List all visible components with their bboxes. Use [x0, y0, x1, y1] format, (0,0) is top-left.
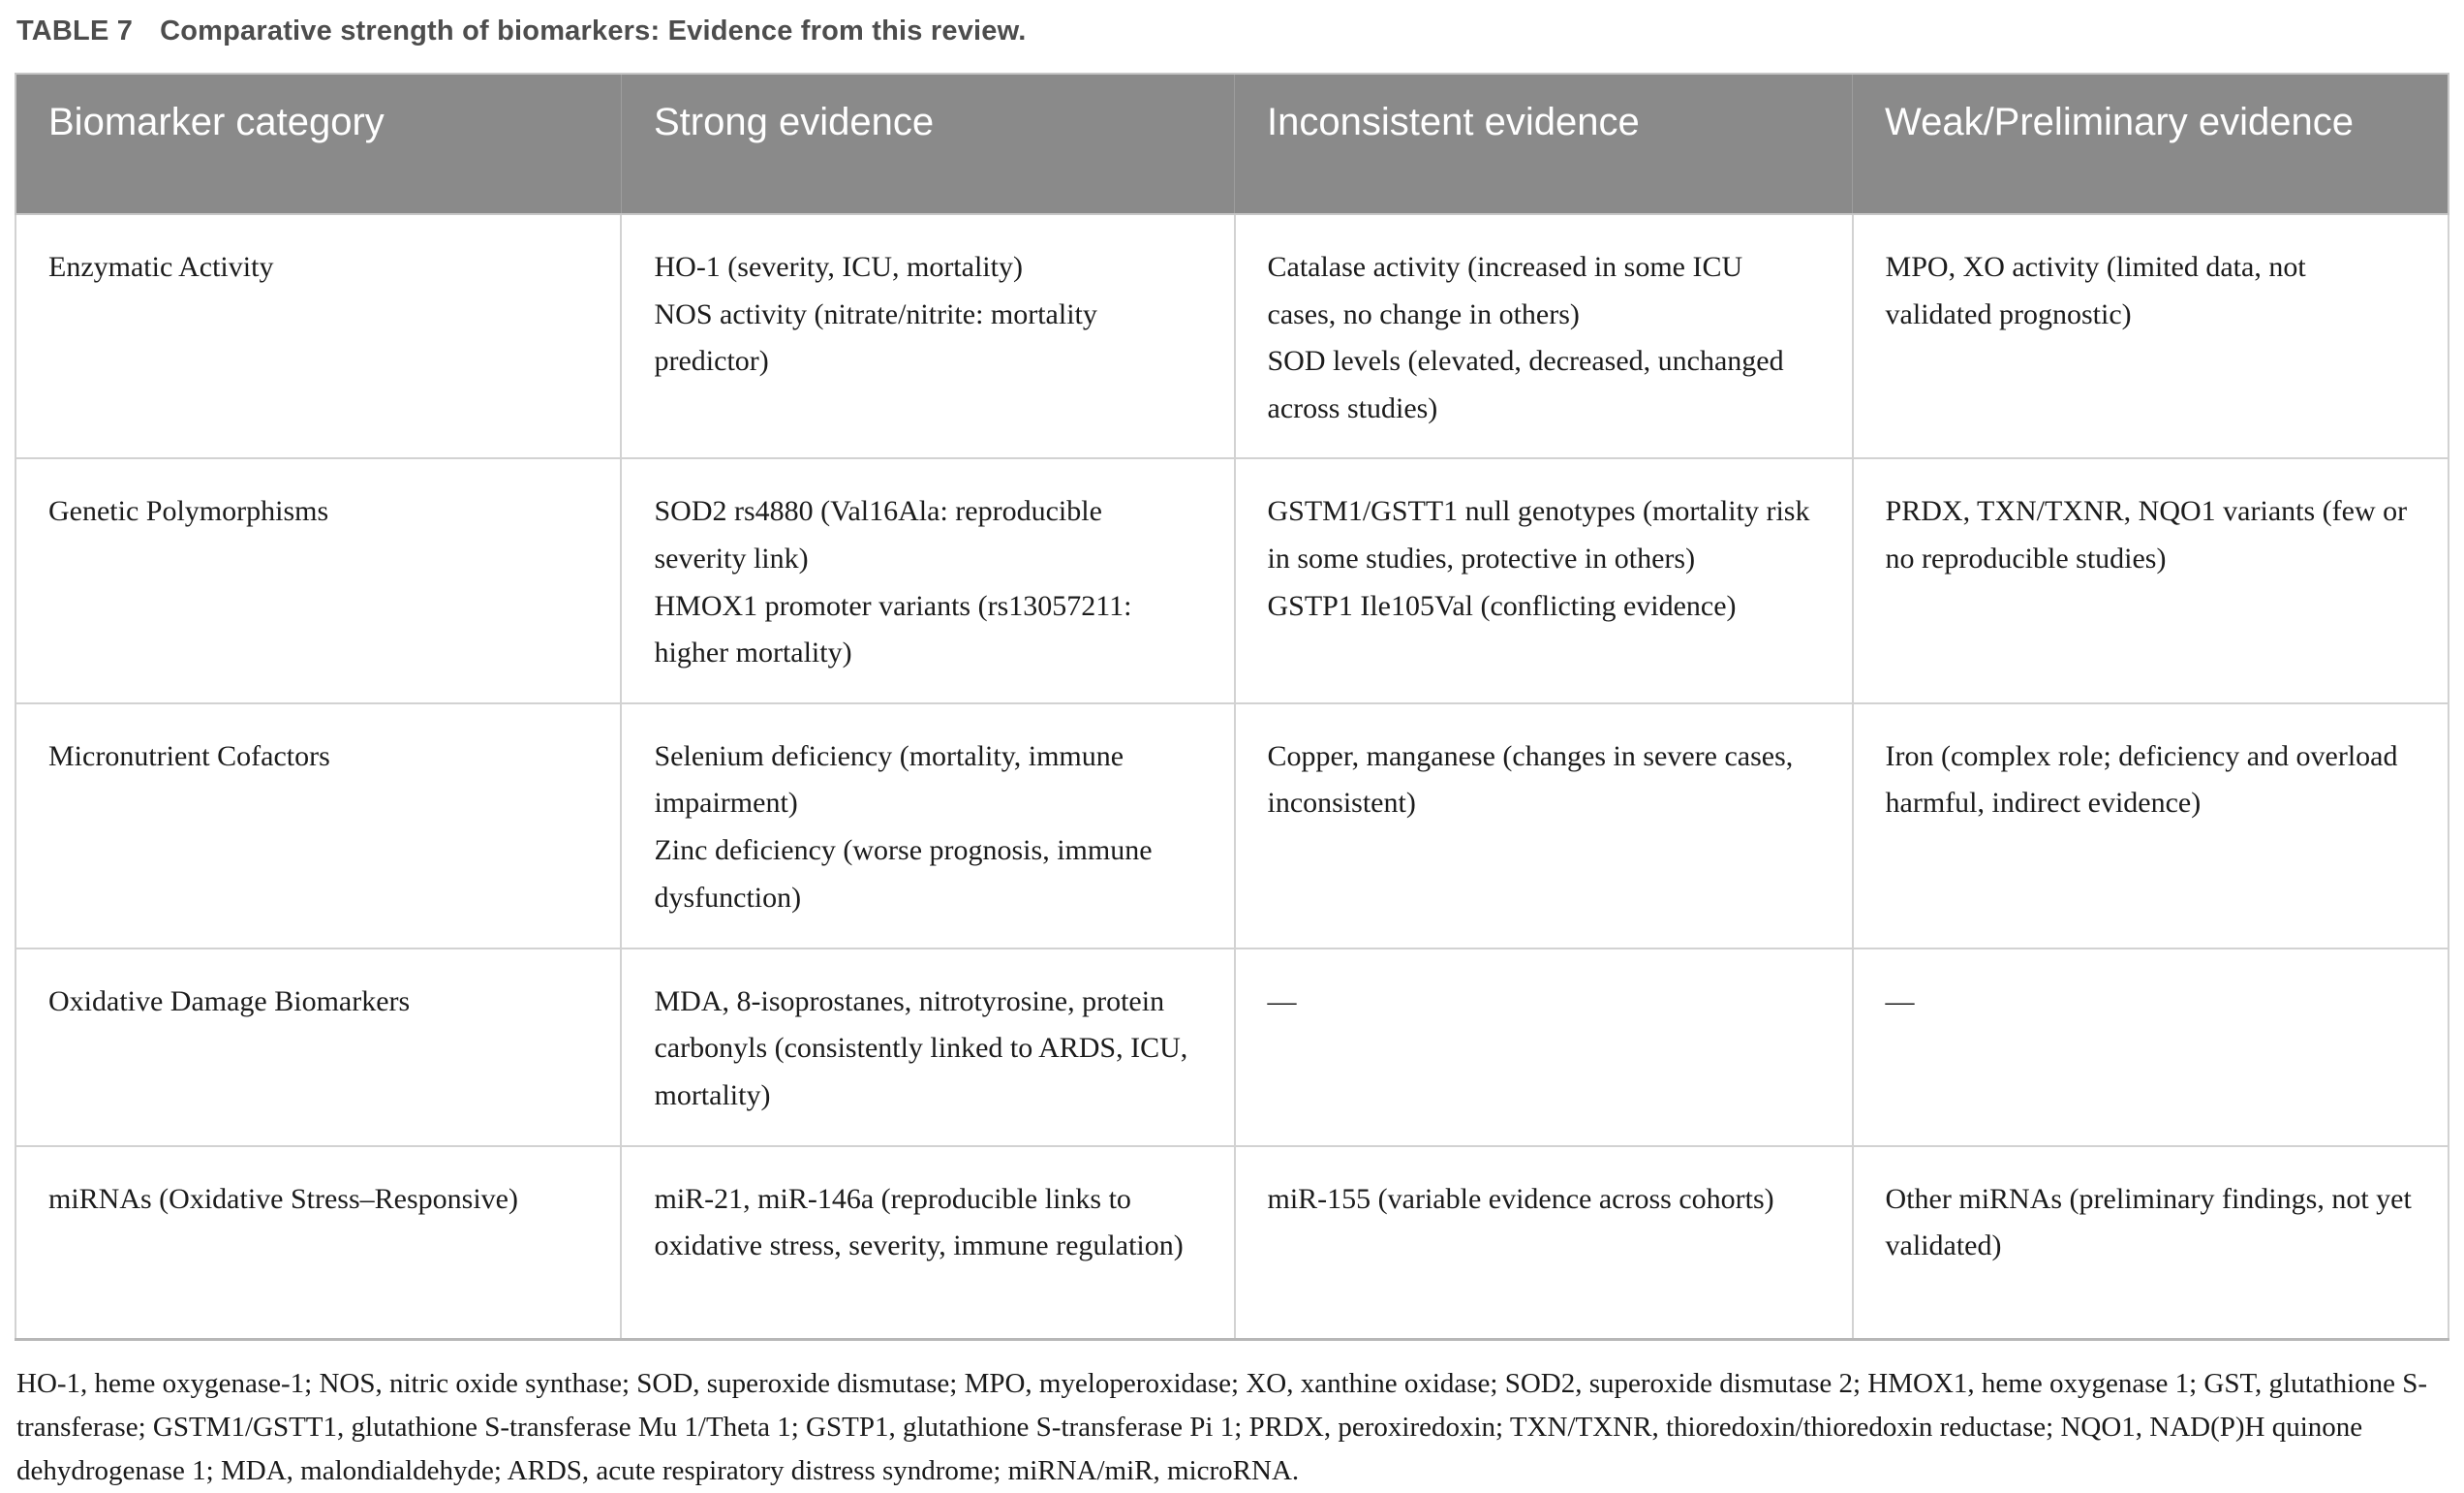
column-header-inconsistent-evidence: Inconsistent evidence — [1233, 73, 1854, 215]
table-caption-label: TABLE 7 — [16, 16, 134, 47]
table-header-row: Biomarker category Strong evidence Incon… — [15, 73, 2449, 215]
cell-inconsistent-evidence: Copper, manganese (changes in severe cas… — [1233, 701, 1854, 949]
cell-category: Micronutrient Cofactors — [14, 701, 623, 949]
cell-weak-evidence: Other miRNAs (preliminary findings, not … — [1851, 1144, 2450, 1341]
cell-strong-evidence: MDA, 8-isoprostanes, nitrotyrosine, prot… — [620, 947, 1236, 1147]
column-header-weak-preliminary-evidence: Weak/Preliminary evidence — [1852, 73, 2449, 215]
table-caption: TABLE 7 Comparative strength of biomarker… — [16, 16, 2449, 47]
cell-inconsistent-evidence: — — [1233, 947, 1854, 1147]
cell-strong-evidence: HO-1 (severity, ICU, mortality) NOS acti… — [620, 212, 1236, 460]
cell-weak-evidence: MPO, XO activity (limited data, not vali… — [1851, 212, 2450, 460]
cell-category: Oxidative Damage Biomarkers — [14, 947, 623, 1147]
table-caption-title: Comparative strength of biomarkers: Evid… — [160, 16, 1027, 47]
column-header-biomarker-category: Biomarker category — [15, 73, 622, 215]
cell-inconsistent-evidence: miR-155 (variable evidence across cohort… — [1233, 1144, 1854, 1341]
table-row: Oxidative Damage Biomarkers MDA, 8-isopr… — [14, 947, 2450, 1147]
cell-strong-evidence: SOD2 rs4880 (Val16Ala: reproducible seve… — [620, 457, 1236, 704]
cell-category: Genetic Polymorphisms — [14, 457, 623, 704]
cell-inconsistent-evidence: GSTM1/GSTT1 null genotypes (mortality ri… — [1233, 457, 1854, 704]
cell-strong-evidence: Selenium deficiency (mortality, immune i… — [620, 701, 1236, 949]
table-row: Genetic Polymorphisms SOD2 rs4880 (Val16… — [14, 457, 2450, 704]
cell-weak-evidence: PRDX, TXN/TXNR, NQO1 variants (few or no… — [1851, 457, 2450, 704]
table-row: miRNAs (Oxidative Stress–Responsive) miR… — [14, 1144, 2450, 1341]
table-footnote: HO-1, heme oxygenase-1; NOS, nitric oxid… — [16, 1368, 2428, 1486]
cell-weak-evidence: Iron (complex role; deficiency and overl… — [1851, 701, 2450, 949]
biomarker-evidence-table: Biomarker category Strong evidence Incon… — [14, 73, 2450, 1342]
column-header-strong-evidence: Strong evidence — [620, 73, 1236, 215]
cell-weak-evidence: — — [1851, 947, 2450, 1147]
cell-strong-evidence: miR-21, miR-146a (reproducible links to … — [620, 1144, 1236, 1341]
cell-category: miRNAs (Oxidative Stress–Responsive) — [14, 1144, 623, 1341]
table-row: Micronutrient Cofactors Selenium deficie… — [14, 701, 2450, 949]
cell-category: Enzymatic Activity — [14, 212, 623, 460]
table-row: Enzymatic Activity HO-1 (severity, ICU, … — [14, 212, 2450, 460]
cell-inconsistent-evidence: Catalase activity (increased in some ICU… — [1233, 212, 1854, 460]
